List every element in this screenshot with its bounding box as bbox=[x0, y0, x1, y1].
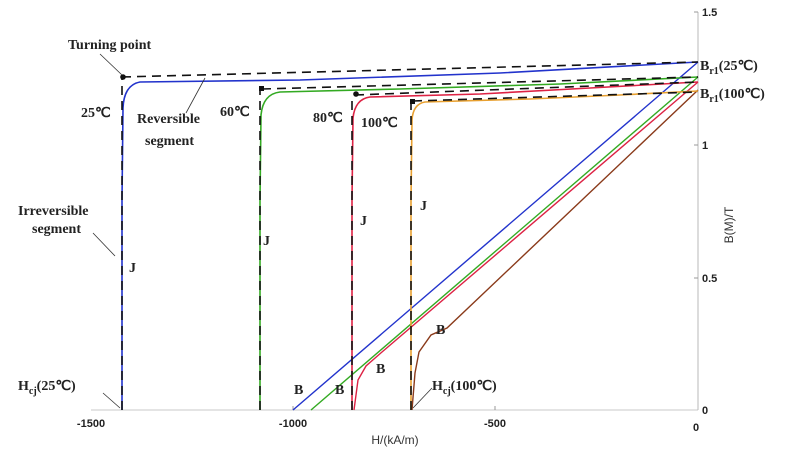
br-100-label: Br1(100℃) bbox=[700, 87, 765, 105]
hcj-100-label: Hcj(100℃) bbox=[432, 379, 497, 397]
b-curve-80c bbox=[353, 81, 699, 411]
j-label-80c: J bbox=[360, 214, 367, 229]
hcj-25-label: Hcj(25℃) bbox=[18, 379, 76, 397]
br-25-label: Br1(25℃) bbox=[700, 59, 758, 77]
b-label-100c: B bbox=[436, 323, 445, 338]
axes bbox=[91, 11, 699, 411]
temp-80-label: 80℃ bbox=[313, 111, 343, 126]
b-curve-100c bbox=[411, 89, 699, 411]
b-label-25c: B bbox=[294, 383, 303, 398]
b-label-80c: B bbox=[376, 362, 385, 377]
x-tick: -1500 bbox=[77, 418, 105, 430]
b-curves bbox=[292, 61, 699, 411]
y-tick: 0.5 bbox=[702, 273, 717, 285]
j-label-60c: J bbox=[263, 234, 270, 249]
j-curve-25c bbox=[121, 61, 699, 410]
j-label-100c: J bbox=[420, 199, 427, 214]
x-tick: -1000 bbox=[279, 418, 307, 430]
dashed-80c bbox=[354, 81, 699, 96]
dashed-100c bbox=[412, 91, 699, 102]
b-curve-60c bbox=[310, 76, 699, 411]
reversible-label: Reversible bbox=[137, 112, 200, 127]
y-tick: 1.5 bbox=[702, 7, 717, 19]
annotations: Turning point 25℃ Reversible segment 60℃… bbox=[18, 38, 765, 398]
turning-point-label: Turning point bbox=[68, 38, 151, 53]
x-tick: 0 bbox=[693, 422, 699, 434]
j-label-25c: J bbox=[129, 261, 136, 276]
b-label-60c: B bbox=[335, 383, 344, 398]
temp-25-label: 25℃ bbox=[81, 106, 111, 121]
irreversible-label: Irreversible bbox=[18, 204, 89, 219]
y-axis-label: B(M)/T bbox=[722, 206, 736, 243]
reversible-label-2: segment bbox=[145, 134, 194, 149]
turning-point-markers bbox=[120, 74, 415, 104]
temp-60-label: 60℃ bbox=[220, 105, 250, 120]
j-curve-100c bbox=[410, 90, 699, 410]
j-curves bbox=[121, 61, 699, 410]
dashed-lines bbox=[121, 61, 699, 410]
y-tick: 1 bbox=[702, 140, 708, 152]
x-tick: -500 bbox=[484, 418, 506, 430]
x-axis-label: H/(kA/m) bbox=[371, 433, 418, 447]
irreversible-label-2: segment bbox=[32, 222, 81, 237]
x-tick-labels: -1500 -1000 -500 0 bbox=[77, 418, 699, 434]
y-tick: 0 bbox=[702, 405, 708, 417]
temp-100-label: 100℃ bbox=[361, 116, 398, 131]
j-curve-80c bbox=[351, 81, 699, 410]
y-tick-labels: 0 0.5 1 1.5 bbox=[702, 7, 717, 417]
j-curve-60c bbox=[259, 76, 699, 410]
dashed-60c bbox=[261, 76, 699, 90]
dashed-25c bbox=[121, 61, 699, 78]
leader-lines bbox=[92, 53, 433, 409]
b-curve-25c bbox=[292, 61, 699, 411]
